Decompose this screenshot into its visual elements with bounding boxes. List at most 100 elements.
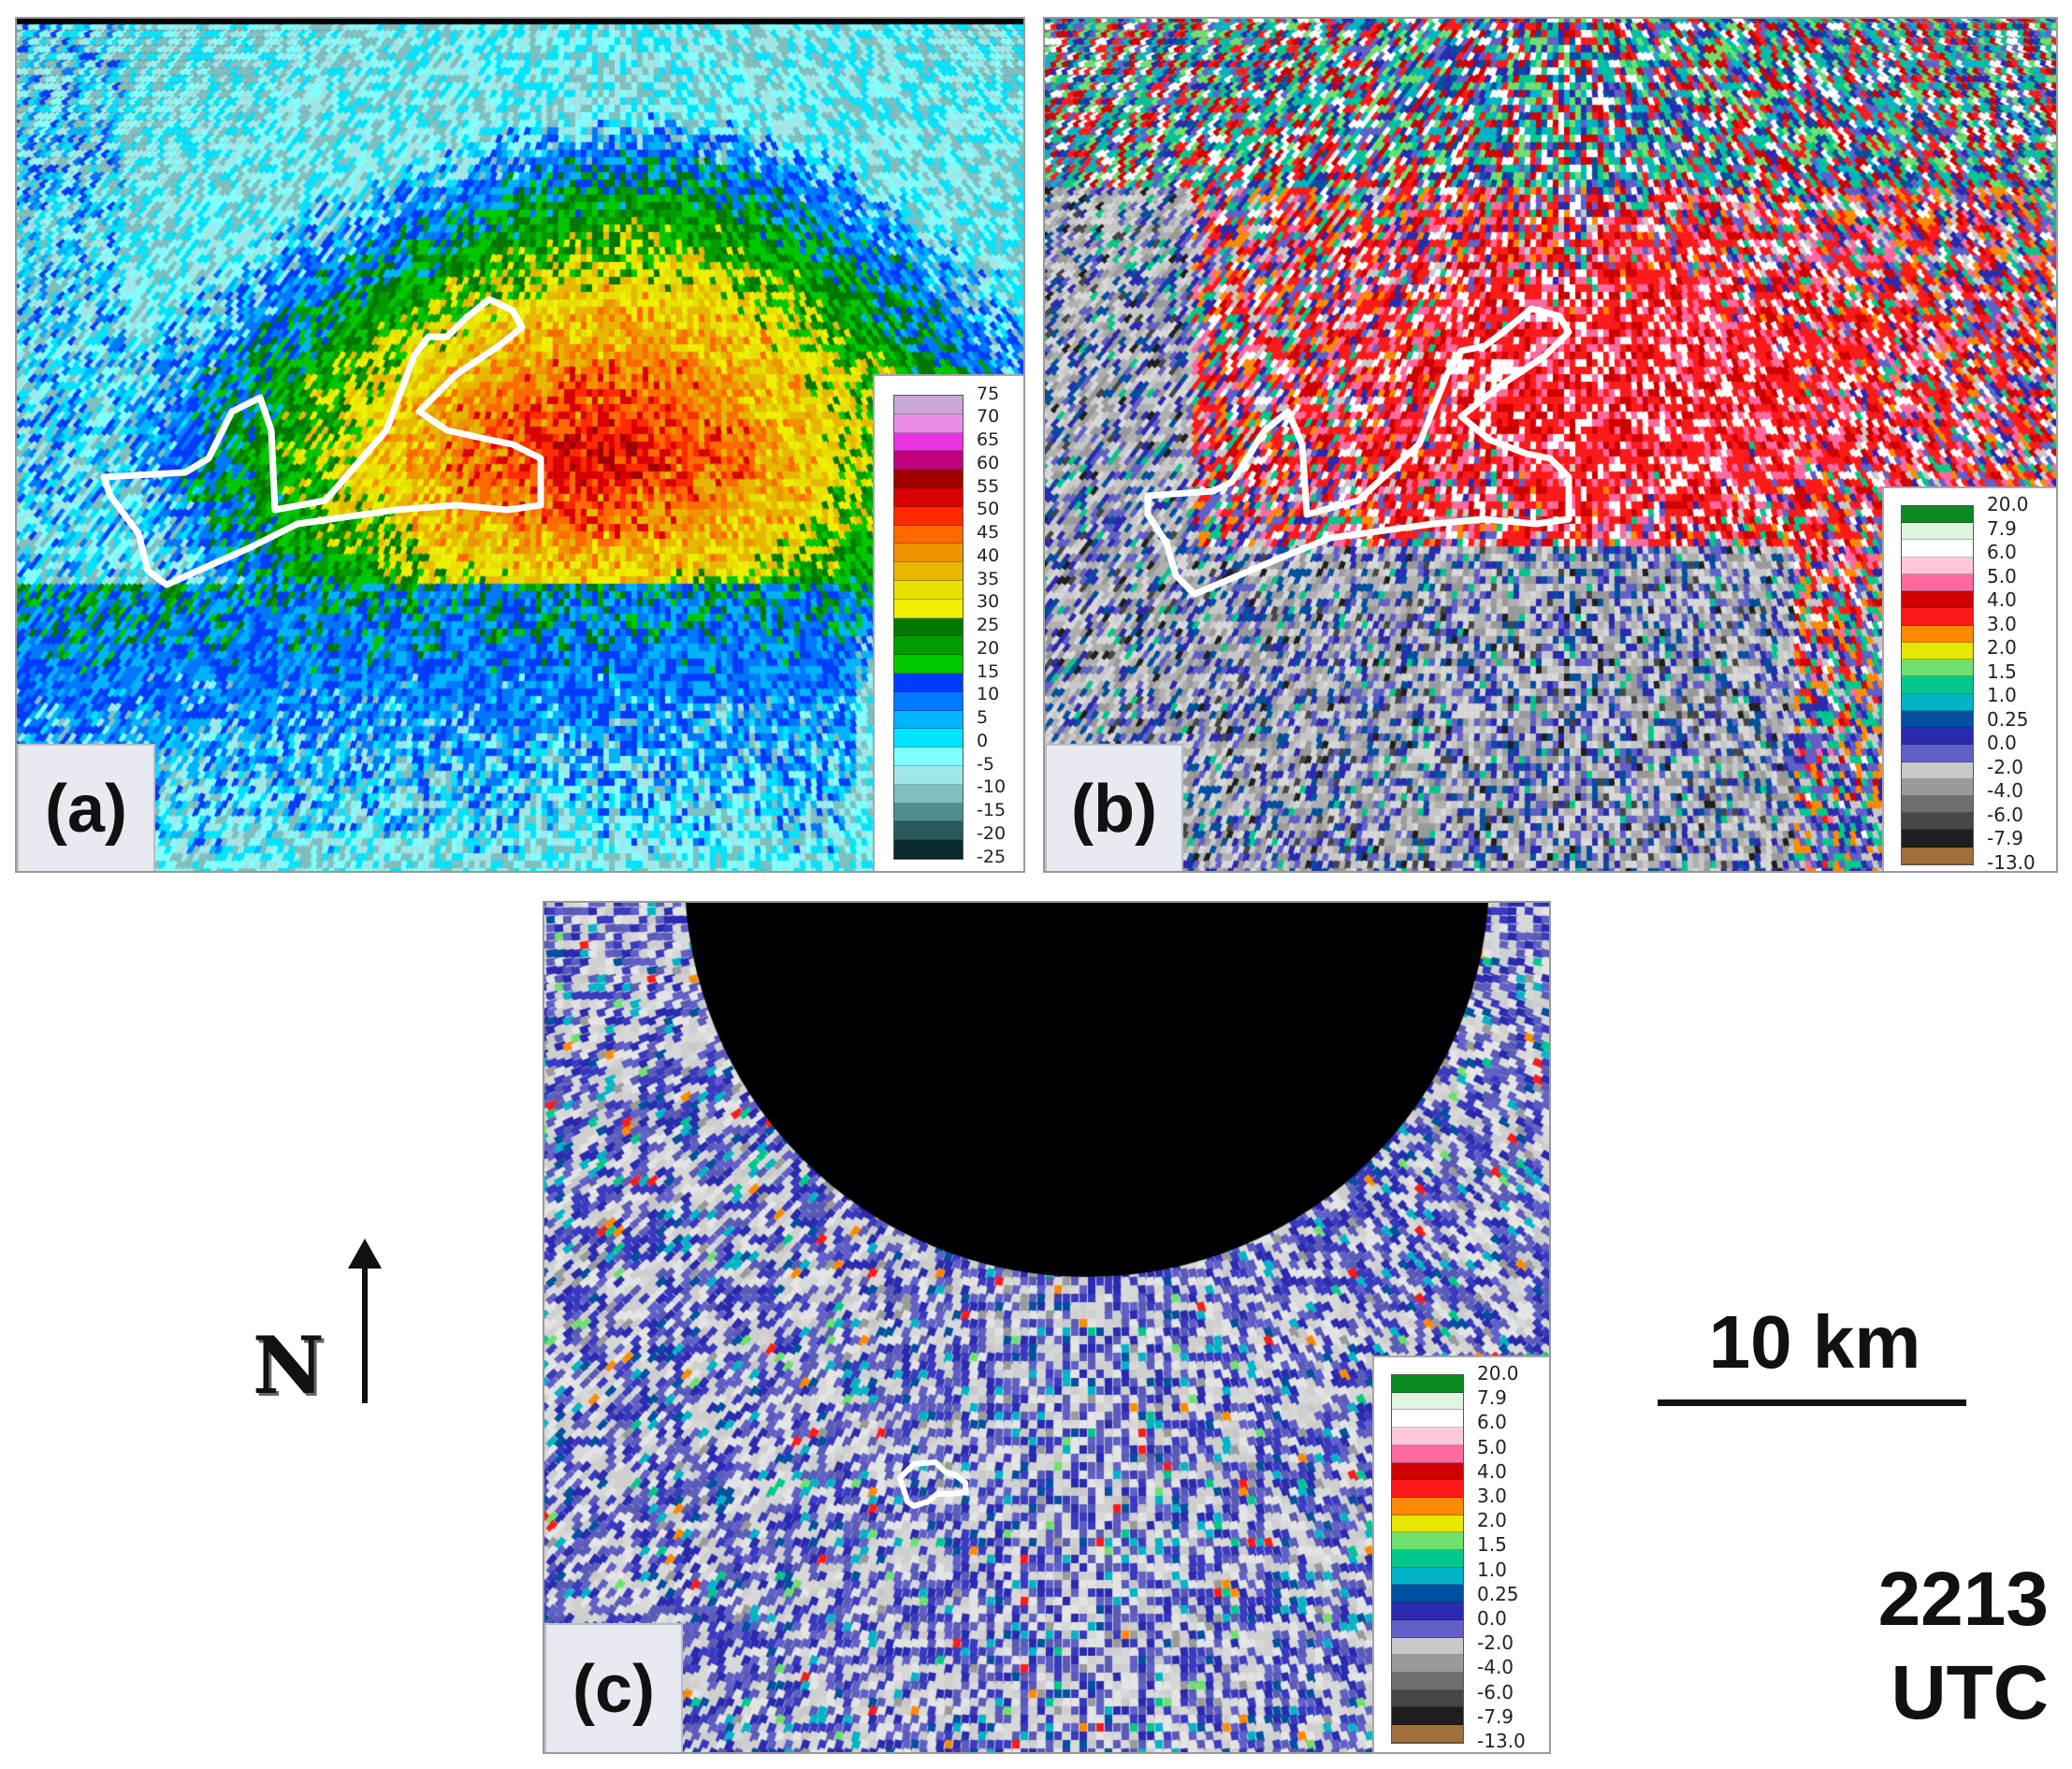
legend-c: 20.0 7.9 6.0 5.0 4.0 3.0 2.0 1.5 1.0 0.25 0.0 -2.0-…	[1372, 1356, 1549, 1752]
legend-swatch	[1392, 1619, 1463, 1638]
north-arrow-icon	[348, 1239, 382, 1403]
legend-swatch	[1392, 1637, 1463, 1656]
legend-swatch	[894, 432, 963, 452]
legend-tick-label: 3.0	[1987, 612, 2017, 635]
panel-c-outline	[897, 1459, 968, 1509]
scale-label: 10 km	[1708, 1300, 1921, 1384]
legend-tick-label: -7.9	[1477, 1704, 1514, 1728]
legend-swatch	[894, 617, 963, 637]
legend-swatch	[1902, 540, 1973, 558]
legend-tick-label: 65	[977, 429, 1000, 451]
panel-a-reflectivity: (a) 75 70 65 60 55 50 45 40 35 30 25 20 15 10 5 0 -5 -10-…	[15, 17, 1025, 873]
panel-label-b: (b)	[1045, 744, 1183, 871]
legend-swatch	[894, 747, 963, 766]
legend-colorbar	[1901, 505, 1974, 865]
legend-tick-label: -20	[977, 822, 1007, 844]
north-label: N	[253, 1319, 325, 1412]
legend-tick-label: 1.5	[1987, 660, 2017, 683]
legend-tick-label: 2.0	[1477, 1509, 1507, 1532]
legend-tick-label: -13.0	[1477, 1730, 1526, 1752]
legend-swatch	[894, 710, 963, 730]
legend-tick-label: -25	[977, 846, 1007, 867]
legend-tick-label: 2.0	[1987, 636, 2017, 660]
legend-swatch	[894, 784, 963, 804]
legend-swatch	[1902, 847, 1973, 864]
legend-tick-label: 20.0	[1477, 1362, 1519, 1385]
legend-swatch	[1902, 557, 1973, 574]
hail-contour	[1144, 305, 1572, 598]
panel-label-c: (c)	[544, 1623, 683, 1752]
legend-swatch	[1392, 1672, 1463, 1690]
legend-tick-label: 5.0	[1477, 1435, 1507, 1458]
legend-swatch	[1902, 523, 1973, 541]
panel-c-zdr: (c) 20.0 7.9 6.0 5.0 4.0 3.0 2.0 1.5 1.0 0.25 0.0-…	[543, 901, 1551, 1754]
time-hhmm: 2213	[1877, 1557, 2049, 1642]
legend-swatch	[1902, 608, 1973, 626]
legend-swatch	[1392, 1550, 1463, 1568]
legend-swatch	[1902, 745, 1973, 762]
legend-tick-label: 75	[977, 383, 1000, 404]
legend-tick-label: 1.5	[1477, 1533, 1507, 1557]
legend-tick-label: 0.25	[1987, 707, 2029, 731]
legend-tick-label: 0.25	[1477, 1582, 1519, 1605]
hail-contour	[100, 296, 544, 588]
panel-a-outline	[100, 296, 544, 588]
legend-swatch	[894, 506, 963, 526]
legend-tick-label: -15	[977, 800, 1007, 821]
legend-swatch	[894, 691, 963, 711]
legend-swatch	[1392, 1392, 1463, 1411]
legend-swatch	[894, 470, 963, 488]
legend-tick-label: 3.0	[1477, 1485, 1507, 1507]
legend-tick-label: -6.0	[1477, 1680, 1514, 1704]
timestamp: 2213 UTC	[1759, 1553, 2049, 1740]
legend-swatch	[894, 599, 963, 618]
legend-tick-label: 5	[977, 707, 989, 729]
legend-swatch	[1392, 1602, 1463, 1620]
legend-colorbar	[893, 395, 964, 860]
legend-tick-label: -5	[977, 753, 994, 775]
legend-swatch	[1392, 1567, 1463, 1586]
legend-tick-label: 30	[977, 591, 1000, 613]
legend-colorbar	[1391, 1374, 1464, 1744]
legend-swatch	[1392, 1444, 1463, 1463]
legend-swatch	[894, 636, 963, 656]
legend-swatch	[1392, 1428, 1463, 1445]
legend-swatch	[1902, 625, 1973, 643]
legend-tick-label: -6.0	[1987, 803, 2024, 826]
legend-swatch	[1392, 1515, 1463, 1533]
scale-line	[1658, 1399, 1966, 1406]
legend-swatch	[1392, 1725, 1463, 1743]
legend-tick-label: 45	[977, 522, 1000, 544]
legend-swatch	[894, 396, 963, 414]
legend-tick-label: 50	[977, 499, 1000, 520]
legend-tick-label: 20	[977, 637, 1000, 659]
legend-tick-label: 70	[977, 406, 1000, 428]
legend-tick-label: 35	[977, 568, 1000, 589]
legend-swatch	[1392, 1375, 1463, 1393]
legend-swatch	[1902, 506, 1973, 524]
legend-swatch	[1902, 660, 1973, 677]
legend-swatch	[894, 413, 963, 433]
legend-tick-label: -10	[977, 776, 1007, 798]
legend-swatch	[1392, 1707, 1463, 1726]
time-zone: UTC	[1891, 1650, 2049, 1735]
legend-swatch	[894, 580, 963, 600]
legend-swatch	[894, 840, 963, 859]
legend-tick-label: 40	[977, 544, 1000, 566]
legend-tick-label: 4.0	[1987, 588, 2017, 612]
legend-tick-label: 1.0	[1477, 1558, 1507, 1581]
hail-contour	[897, 1459, 968, 1509]
legend-tick-label: 10	[977, 684, 1000, 705]
legend-tick-label: 5.0	[1987, 564, 2017, 587]
legend-swatch	[1902, 693, 1973, 711]
legend-swatch	[894, 765, 963, 785]
legend-a: 75 70 65 60 55 50 45 40 35 30 25 20 15 10 5 0 -5 -10 -15 -2…	[873, 374, 1023, 871]
legend-tick-label: -2.0	[1987, 755, 2024, 778]
legend-tick-label: 4.0	[1477, 1459, 1507, 1483]
legend-swatch	[894, 821, 963, 841]
legend-swatch	[1902, 728, 1973, 746]
legend-tick-label: 7.9	[1477, 1386, 1507, 1410]
legend-swatch	[1392, 1410, 1463, 1428]
legend-tick-label: -2.0	[1477, 1631, 1514, 1655]
legend-swatch	[894, 803, 963, 822]
